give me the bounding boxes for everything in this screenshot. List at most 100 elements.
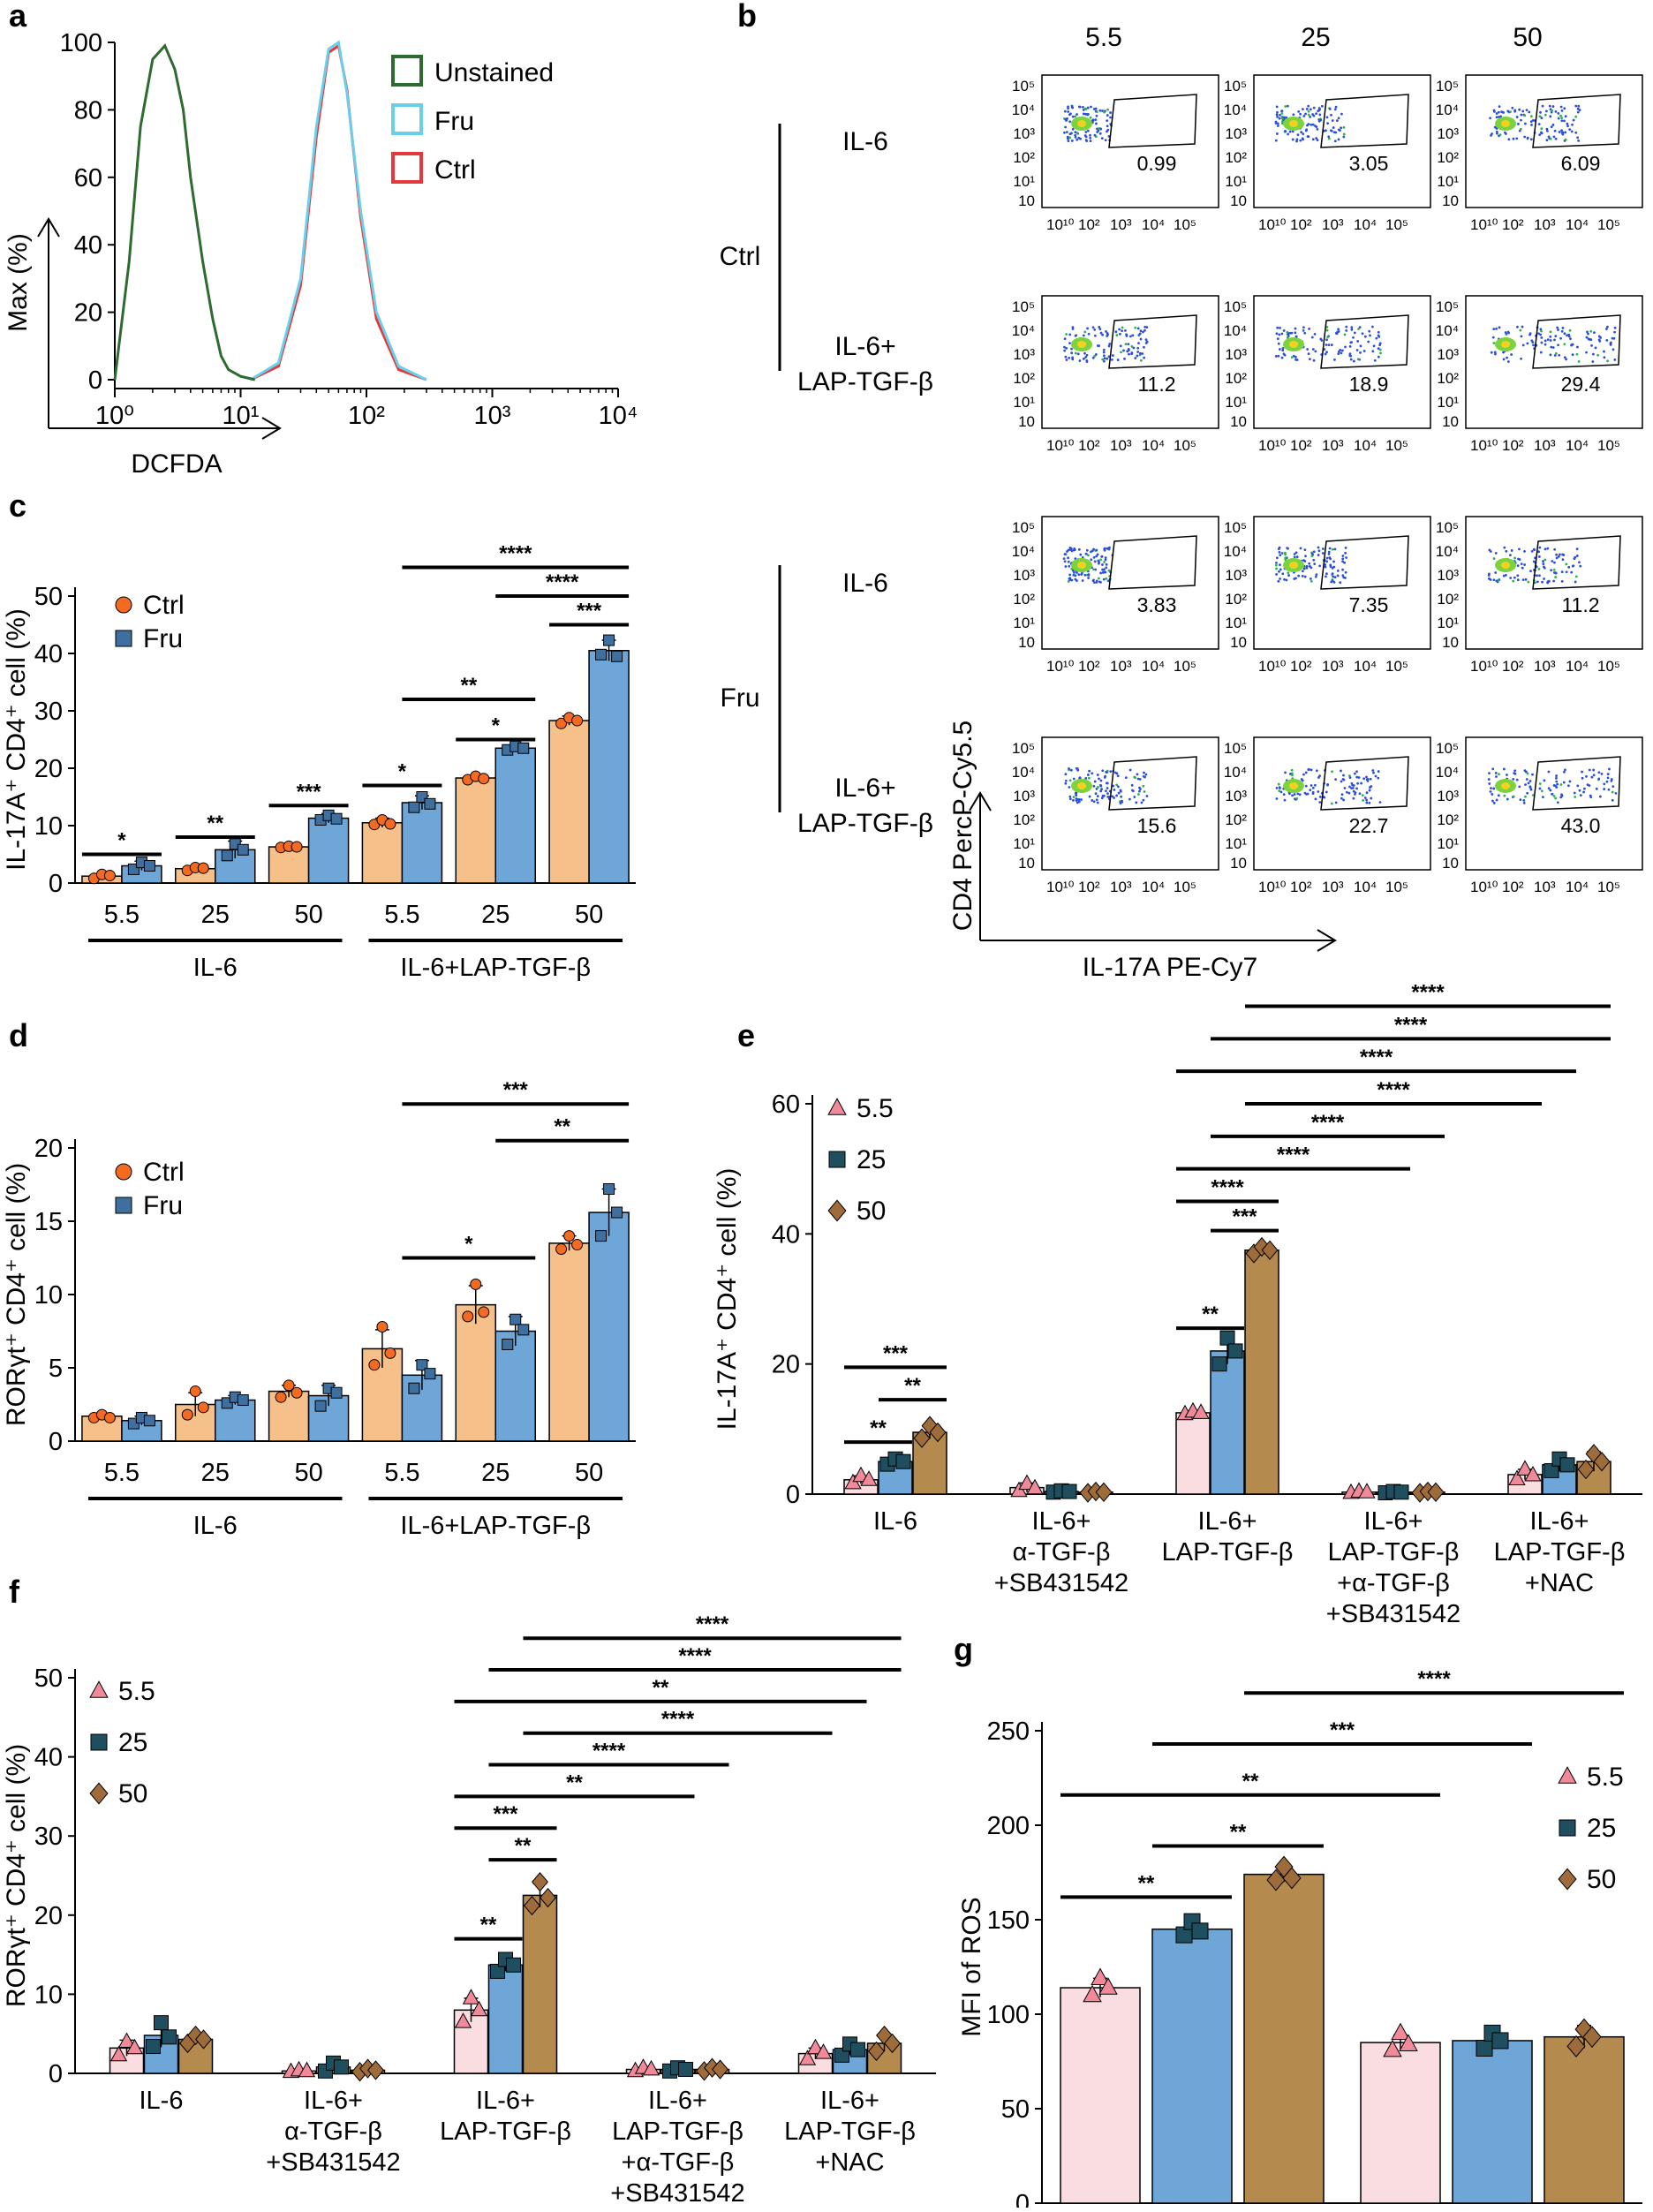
b-event-dot <box>1310 784 1313 787</box>
panel-f-data-point <box>146 2039 161 2055</box>
panel-e-bar <box>1175 1412 1211 1495</box>
b-event-dot <box>1506 797 1509 801</box>
panel-f-data-point <box>814 2043 833 2059</box>
b-event-dot <box>1119 344 1122 348</box>
b-event-dot <box>1063 109 1067 113</box>
b-event-dot <box>1096 553 1099 556</box>
b-event-dot <box>1331 579 1334 583</box>
b-event-dot <box>1074 791 1077 795</box>
b-density-peak <box>1501 562 1510 569</box>
b-event-dot <box>1079 553 1083 556</box>
b-y-tick-label: 10³ <box>1225 125 1247 142</box>
b-event-dot <box>1325 129 1327 132</box>
b-event-dot <box>1328 547 1332 550</box>
b-event-dot <box>1511 106 1514 109</box>
b-event-dot <box>1559 553 1561 556</box>
panel-e-x-tick-label: α-TGF-β <box>1013 1538 1111 1567</box>
b-y-tick-label: 10³ <box>1013 567 1035 584</box>
panel-c-x-tick-label: 5.5 <box>384 901 419 929</box>
b-event-dot <box>1528 110 1531 114</box>
b-event-dot <box>1549 339 1552 342</box>
b-event-dot <box>1596 353 1600 357</box>
b-event-dot <box>1101 563 1104 566</box>
panel-d-data-point <box>470 1278 482 1290</box>
b-event-dot <box>1512 795 1515 798</box>
b-event-dot <box>1589 329 1593 333</box>
panel-c-x-tick-label: 25 <box>201 901 230 929</box>
b-event-dot <box>1106 335 1109 337</box>
b-event-dot <box>1075 334 1078 337</box>
b-x-tick-label: 10¹⁰ <box>1470 437 1498 454</box>
b-event-dot <box>1574 104 1578 108</box>
b-event-dot <box>1541 580 1544 584</box>
b-event-dot <box>1551 124 1555 126</box>
b-event-dot <box>1506 356 1508 359</box>
b-event-dot <box>1094 118 1098 122</box>
b-event-dot <box>1304 555 1307 558</box>
b-event-dot <box>1341 568 1345 571</box>
b-event-dot <box>1062 557 1066 560</box>
b-event-dot <box>1128 797 1131 801</box>
b-event-dot <box>1563 119 1566 123</box>
b-event-dot <box>1288 331 1292 335</box>
b-event-dot <box>1555 780 1559 783</box>
b-event-dot <box>1279 578 1281 580</box>
panel-d-data-point <box>424 1368 436 1380</box>
panel-f-data-point <box>298 2061 316 2078</box>
b-event-dot <box>1488 572 1491 576</box>
b-event-dot <box>1356 340 1360 343</box>
b-x-tick-label: 10⁴ <box>1142 879 1165 895</box>
b-event-dot <box>1070 104 1074 108</box>
b-event-dot <box>1068 578 1072 582</box>
b-event-dot <box>1539 110 1542 114</box>
panel-e-y-tick-label: 20 <box>772 1351 800 1379</box>
b-event-dot <box>1069 547 1073 550</box>
b-event-dot <box>1144 328 1146 332</box>
b-event-dot <box>1093 581 1096 585</box>
b-gate <box>1320 756 1409 811</box>
b-event-dot <box>1281 346 1285 350</box>
b-event-dot <box>1529 138 1533 141</box>
b-event-dot <box>1554 137 1558 140</box>
panel-d-legend-label: Fru <box>143 1191 183 1220</box>
panel-c-data-point <box>408 801 420 813</box>
b-event-dot <box>1492 557 1496 560</box>
panel-d-data-point <box>275 1391 287 1403</box>
b-event-dot <box>1318 795 1322 798</box>
b-event-dot <box>1524 795 1527 798</box>
panel-d-data-point <box>611 1206 623 1219</box>
b-event-dot <box>1556 782 1559 786</box>
b-x-tick-label: 10⁴ <box>1354 879 1377 895</box>
b-gate <box>1532 535 1621 590</box>
panel-c-data-point <box>517 742 530 754</box>
b-event-dot <box>1095 788 1098 790</box>
panel-f-legend-marker <box>89 1782 109 1805</box>
b-event-dot <box>1301 570 1304 573</box>
b-event-dot <box>1554 351 1558 355</box>
panel-c-y-tick-label: 10 <box>34 812 63 841</box>
a-y-tick-label: 20 <box>74 299 102 328</box>
b-y-tick-label: 10⁴ <box>1224 543 1247 560</box>
panel-d-data-point <box>314 1400 327 1412</box>
panel-c-significance-label: *** <box>297 780 322 804</box>
b-y-tick-label: 10 <box>1442 413 1459 430</box>
b-event-dot <box>1563 356 1566 359</box>
b-y-tick-label: 10² <box>1437 591 1459 608</box>
b-event-dot <box>1280 112 1284 115</box>
b-event-dot <box>1527 781 1530 785</box>
b-event-dot <box>1503 131 1506 134</box>
b-event-dot <box>1555 786 1559 789</box>
panel-d-data-point <box>517 1324 530 1336</box>
b-y-tick-label: 10⁵ <box>1224 519 1247 536</box>
b-event-dot <box>1294 335 1298 338</box>
b-event-dot <box>1574 131 1578 134</box>
b-event-dot <box>1611 348 1615 351</box>
b-gate-percentage: 0.99 <box>1137 152 1177 175</box>
panel-e-data-point <box>1358 1483 1376 1499</box>
a-x-tick-label: 10¹ <box>223 402 260 430</box>
panel-d-data-point <box>237 1394 249 1407</box>
b-y-tick-label: 10¹ <box>1013 394 1035 411</box>
b-gate-percentage: 43.0 <box>1561 814 1601 837</box>
